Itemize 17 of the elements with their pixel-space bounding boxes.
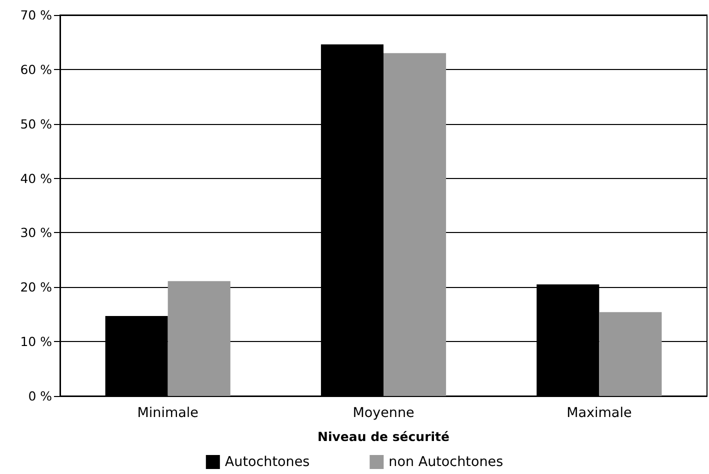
- bar: [384, 53, 446, 396]
- x-axis-title: Niveau de sécurité: [318, 429, 450, 444]
- y-tick-label: 0 %: [28, 388, 52, 404]
- y-tick-label: 50 %: [20, 116, 52, 132]
- y-tick-label: 40 %: [20, 170, 52, 186]
- y-tick-label: 70 %: [20, 8, 52, 22]
- y-tick-label: 20 %: [20, 280, 52, 295]
- bar: [599, 312, 662, 396]
- y-tick-label: 10 %: [20, 334, 52, 350]
- y-tick-label: 60 %: [20, 62, 52, 77]
- x-tick-label: Moyenne: [352, 405, 414, 421]
- x-tick-label: Minimale: [137, 405, 198, 421]
- x-tick-label: Maximale: [566, 405, 632, 421]
- y-tick-label: 30 %: [20, 225, 52, 240]
- legend-label: Autochtones: [224, 454, 310, 470]
- bar: [168, 281, 230, 396]
- legend-label: non Autochtones: [388, 454, 504, 470]
